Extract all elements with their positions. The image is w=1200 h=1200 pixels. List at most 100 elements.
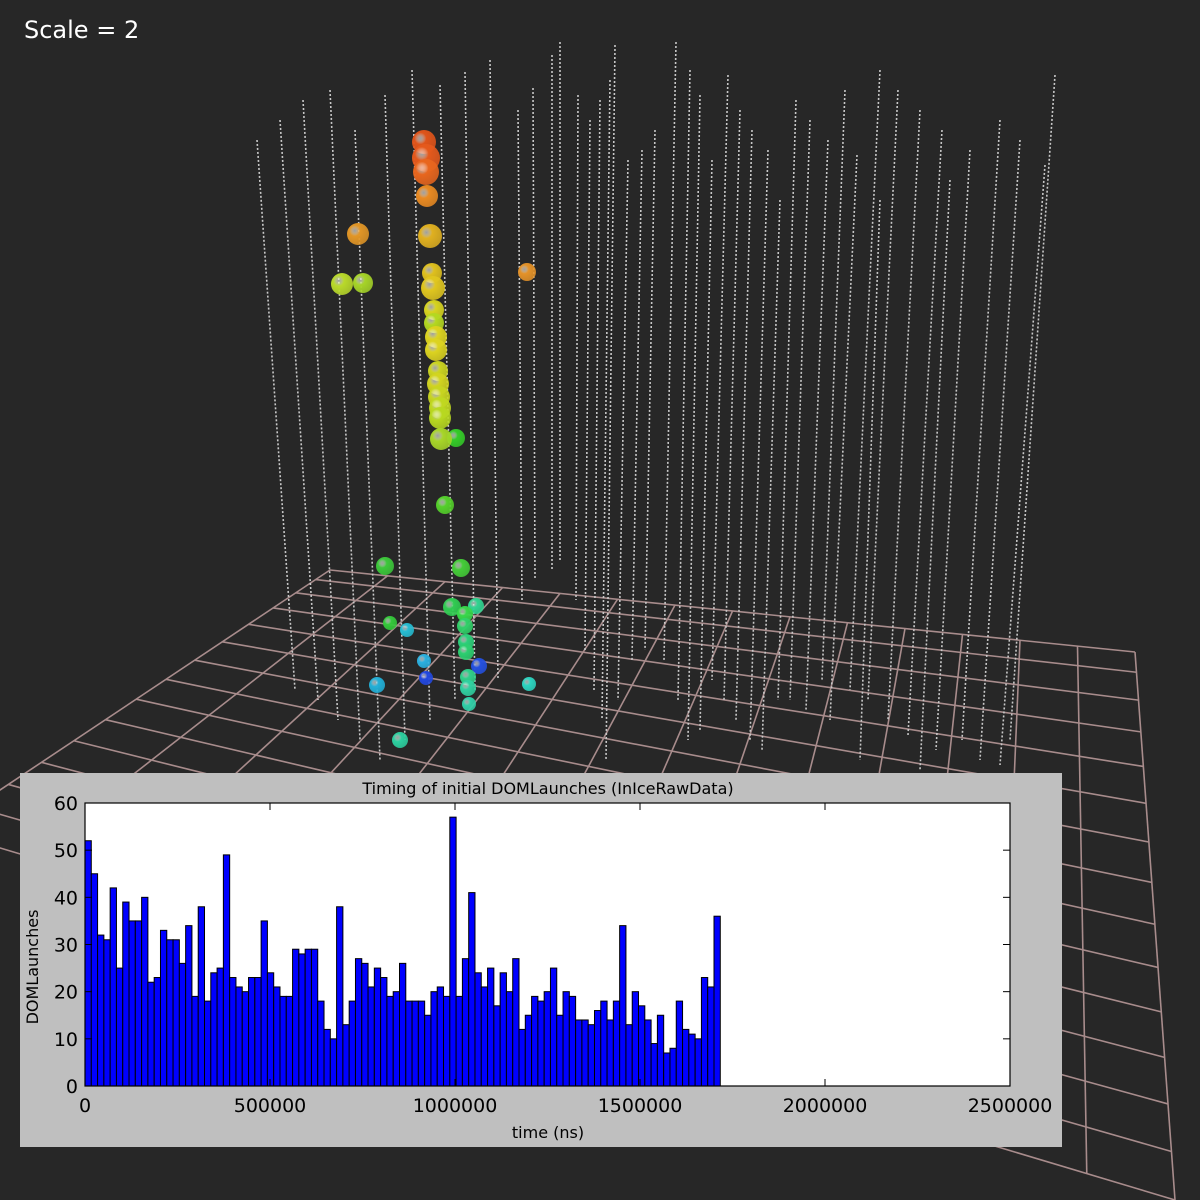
histogram-bar	[669, 1047, 677, 1087]
histogram-bar	[493, 1005, 501, 1087]
histogram-bar	[304, 948, 312, 1087]
dom-hit-sphere	[458, 644, 474, 660]
histogram-bar	[310, 948, 319, 1087]
histogram-bar	[688, 1033, 696, 1087]
dom-hit-sphere	[392, 732, 408, 748]
string-line	[907, 129, 943, 736]
y-tick-label: 50	[54, 840, 78, 862]
histogram-bar	[455, 995, 463, 1087]
dom-hit-sphere	[418, 224, 442, 248]
string-line	[777, 99, 797, 701]
histogram-bar	[97, 934, 105, 1087]
histogram-bar	[197, 906, 206, 1087]
histogram-bar	[600, 1000, 608, 1087]
string-line	[711, 74, 729, 681]
histogram-bar	[191, 995, 199, 1087]
string-line	[302, 99, 339, 721]
histogram-bar	[248, 977, 256, 1087]
histogram-bar	[474, 972, 482, 1087]
histogram-bar	[172, 939, 180, 1087]
string-line	[663, 41, 677, 661]
dom-hit-sphere	[457, 618, 473, 634]
string-line	[617, 159, 629, 701]
histogram-bar	[329, 1038, 338, 1087]
plot-area: 0 10 20 30 40 50 60 0 500000 1000000 1500000 200000…	[54, 793, 1053, 1117]
histogram-bar	[380, 977, 388, 1087]
string-line	[1009, 74, 1056, 741]
string-line	[805, 139, 829, 711]
histogram-bar	[443, 995, 451, 1087]
histogram-bar	[575, 1019, 583, 1087]
dom-hit-sphere	[460, 680, 476, 696]
histogram-bar	[292, 948, 300, 1087]
histogram-bar	[568, 995, 577, 1087]
histogram-bar	[587, 1024, 595, 1087]
dom-hit-sphere	[462, 697, 476, 711]
histogram-bar	[512, 958, 520, 1087]
histogram-bar	[581, 1019, 589, 1087]
histogram-bar	[285, 995, 294, 1087]
histogram-bar	[166, 939, 174, 1087]
histogram-bar	[625, 1024, 633, 1087]
histogram-bar	[650, 1043, 658, 1087]
x-tick-label: 500000	[234, 1095, 307, 1117]
dom-hit-sphere	[331, 273, 353, 295]
histogram-bar	[386, 995, 394, 1087]
dom-hit-sphere	[383, 616, 397, 630]
dom-hit-sphere	[400, 623, 414, 637]
string-line	[867, 89, 899, 701]
histogram-bar	[713, 915, 721, 1087]
histogram-panel: Timing of initial DOMLaunches (InIceRawD…	[20, 773, 1062, 1147]
histogram-bar	[128, 920, 136, 1087]
histogram-bar	[644, 1019, 652, 1087]
dom-hit-sphere	[443, 598, 461, 616]
string-line	[859, 199, 881, 761]
dom-hit-sphere	[353, 273, 373, 293]
histogram-bar	[656, 1014, 665, 1087]
string-line	[464, 71, 476, 691]
histogram-bar	[361, 962, 369, 1087]
histogram-bar	[518, 1028, 526, 1087]
histogram-bar	[159, 929, 168, 1087]
grid-line	[1076, 646, 1088, 1174]
histogram-bar	[222, 854, 231, 1087]
dom-hit-sphere	[518, 263, 536, 281]
histogram-bar	[505, 991, 514, 1087]
histogram-bar	[694, 1038, 702, 1087]
y-tick-label: 10	[54, 1029, 78, 1051]
string-line	[584, 119, 591, 651]
dom-hit-sphere	[460, 669, 476, 685]
histogram-bar	[354, 958, 363, 1087]
histogram-bar	[279, 995, 287, 1087]
y-tick-label: 0	[66, 1076, 78, 1098]
dom-hit-sphere	[419, 671, 433, 685]
dom-hit-sphere	[468, 598, 484, 614]
y-axis-label: DOMLaunches	[23, 910, 42, 1025]
string-line	[999, 164, 1046, 766]
histogram-bar	[147, 981, 155, 1087]
y-tick-label: 20	[54, 982, 78, 1004]
histogram-bar	[178, 962, 187, 1087]
dom-hit-sphere	[421, 276, 445, 300]
detector-strings	[256, 41, 1056, 771]
x-axis-label: time (ns)	[512, 1123, 584, 1142]
histogram-bar	[260, 920, 268, 1087]
string-line	[601, 79, 611, 721]
dom-hits	[331, 130, 536, 748]
histogram-bar	[392, 991, 400, 1087]
histogram-bar	[638, 1005, 646, 1087]
histogram-bar	[663, 1052, 671, 1087]
histogram-bar	[562, 991, 570, 1087]
histogram-bar	[461, 958, 470, 1087]
histogram-bar	[90, 873, 99, 1087]
grid-line	[0, 569, 331, 791]
histogram-bar	[700, 977, 709, 1087]
histogram-bar	[417, 1000, 426, 1087]
histogram-bar	[134, 920, 143, 1087]
histogram-bar	[348, 1000, 356, 1087]
histogram-bar	[216, 967, 224, 1087]
y-tick-label: 40	[54, 887, 78, 909]
histogram-bar	[273, 986, 281, 1087]
histogram-bar	[612, 1000, 621, 1087]
string-line	[699, 159, 713, 731]
